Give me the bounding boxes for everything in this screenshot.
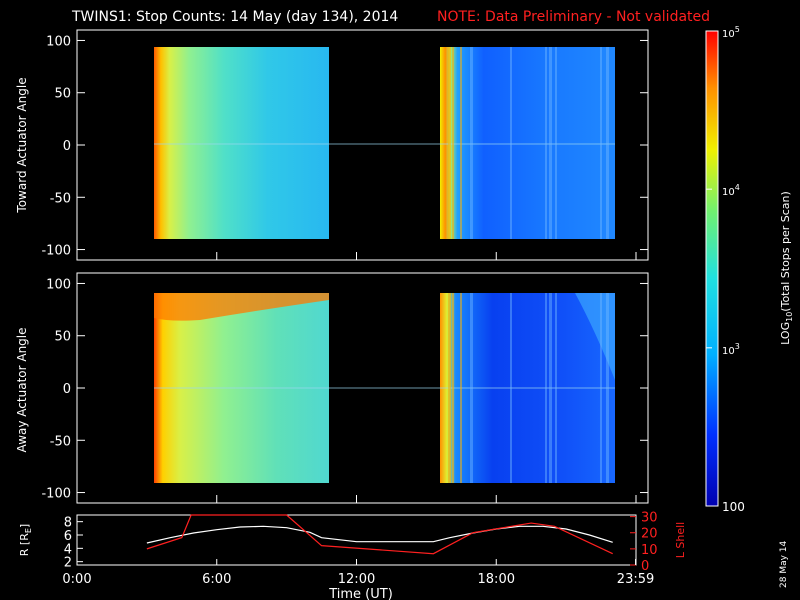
away-data-block-1: [154, 293, 329, 483]
colorbar-ticks: 105 104 103 100: [706, 25, 745, 514]
orbit-left-tick: 4: [64, 542, 72, 557]
ytick-label: 0: [63, 139, 71, 154]
colorbar-tick-label: 100: [722, 500, 745, 514]
toward-data-block-1: [154, 47, 329, 239]
xtick-label: 6:00: [202, 572, 231, 587]
colorbar-tick-label: 105: [722, 25, 740, 40]
ytick-label: -50: [50, 191, 71, 206]
ytick-label: 100: [46, 277, 71, 292]
xtick-label: 12:00: [338, 572, 375, 587]
colorbar: 105 104 103 100 LOG10(Total Stops per Scan): [705, 25, 794, 514]
data-stripe: [470, 293, 473, 483]
data-stripe: [606, 47, 609, 239]
orbit-left-tick: 6: [64, 529, 72, 544]
toward-yticks: 100 50 0 -50 -100: [41, 34, 648, 260]
ytick-label: -50: [50, 434, 71, 449]
away-high-angle-band: [154, 293, 329, 321]
data-stripe: [448, 293, 451, 483]
ytick-label: -100: [41, 244, 71, 259]
xtick-label: 0:00: [62, 572, 91, 587]
orbit-right-tick: 20: [641, 527, 658, 542]
data-stripe: [510, 293, 512, 483]
ytick-label: -100: [41, 487, 71, 502]
data-stripe: [600, 293, 602, 483]
xtick-label: 18:00: [478, 572, 515, 587]
ytick-label: 0: [63, 382, 71, 397]
data-stripe: [545, 293, 547, 483]
data-stripe: [460, 47, 462, 239]
data-stripe: [510, 47, 512, 239]
data-stripe: [600, 47, 602, 239]
colorbar-gradient: [705, 30, 719, 507]
orbit-right-tick: 0: [641, 559, 649, 574]
data-stripe: [549, 293, 552, 483]
data-stripe: [452, 293, 454, 483]
orbit-right-tick: 30: [641, 511, 658, 526]
orbit-right-tick: 10: [641, 543, 658, 558]
x-axis-label: Time (UT): [328, 587, 393, 600]
orbit-left-tick: 8: [64, 516, 72, 531]
r-series-line: [146, 525, 613, 544]
xtick-label: 23:59: [617, 572, 654, 587]
preliminary-note: NOTE: Data Preliminary - Not validated: [437, 9, 710, 25]
orbit-ylabel-right: L Shell: [674, 522, 687, 558]
data-stripe: [460, 293, 462, 483]
orbit-left-tick: 2: [64, 556, 72, 571]
data-stripe: [555, 293, 557, 483]
colorbar-tick-label: 104: [722, 183, 740, 198]
data-stripe: [549, 47, 552, 239]
data-stripe: [606, 293, 609, 483]
panel-toward: Toward Actuator Angle 100 50 0 -50 -100: [15, 29, 649, 261]
chart-title: TWINS1: Stop Counts: 14 May (day 134), 2…: [71, 9, 398, 25]
colorbar-tick-label: 103: [722, 342, 740, 357]
toward-data-block-2: [440, 47, 615, 239]
lshell-series-line: [146, 514, 613, 555]
data-stripe: [452, 47, 454, 239]
date-stamp: 28 May 14: [779, 540, 789, 588]
data-stripe: [545, 47, 547, 239]
ytick-label: 50: [54, 330, 71, 345]
away-data-block-2: [440, 293, 615, 483]
data-stripe: [448, 47, 451, 239]
panel-away: Away Actuator Angle 100 50 0 -50 -100: [15, 272, 649, 504]
away-yticks: 100 50 0 -50 -100: [41, 277, 648, 503]
ytick-label: 50: [54, 87, 71, 102]
away-corner-feature: [575, 293, 615, 380]
data-stripe: [470, 47, 473, 239]
toward-ylabel: Toward Actuator Angle: [15, 77, 29, 213]
ytick-label: 100: [46, 34, 71, 49]
orbit-series: [146, 514, 613, 555]
data-stripe: [555, 47, 557, 239]
away-ylabel: Away Actuator Angle: [15, 327, 29, 452]
colorbar-label: LOG10(Total Stops per Scan): [779, 191, 794, 345]
orbit-ylabel-left: R [RE]: [18, 524, 33, 556]
